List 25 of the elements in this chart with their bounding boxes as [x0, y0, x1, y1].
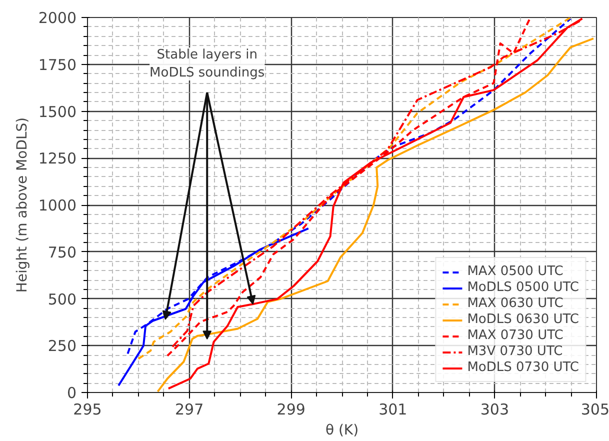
y-tick-label: 1000: [38, 196, 77, 214]
x-tick-label: 299: [276, 400, 306, 418]
y-tick-label: 1250: [38, 150, 77, 168]
legend-label: MAX 0730 UTC: [467, 328, 564, 343]
y-tick-label: 2000: [38, 9, 77, 27]
y-tick-label: 500: [48, 290, 77, 308]
legend-label: MAX 0630 UTC: [467, 296, 564, 311]
y-tick-label: 250: [48, 337, 77, 356]
legend-label: MoDLS 0630 UTC: [467, 312, 579, 327]
x-tick-label: 295: [73, 400, 102, 418]
y-tick-label: 1500: [38, 102, 77, 121]
legend-label: MAX 0500 UTC: [467, 264, 564, 279]
legend-label: MoDLS 0730 UTC: [467, 360, 579, 375]
y-tick-label: 750: [48, 243, 77, 262]
x-tick-label: 305: [580, 400, 609, 418]
x-tick-label: 303: [480, 400, 510, 418]
annotation: Stable layers in MoDLS soundings: [150, 48, 265, 80]
y-tick-label: 0: [66, 384, 77, 402]
x-tick-label: 297: [174, 400, 204, 418]
y-tick-label: 1750: [38, 56, 77, 74]
y-axis-title: Height (m above MoDLS): [14, 117, 30, 293]
x-tick-label: 301: [378, 400, 408, 418]
x-axis-title: θ (K): [325, 422, 359, 438]
legend-label: M3V 0730 UTC: [467, 344, 563, 359]
legend-label: MoDLS 0500 UTC: [467, 280, 579, 295]
